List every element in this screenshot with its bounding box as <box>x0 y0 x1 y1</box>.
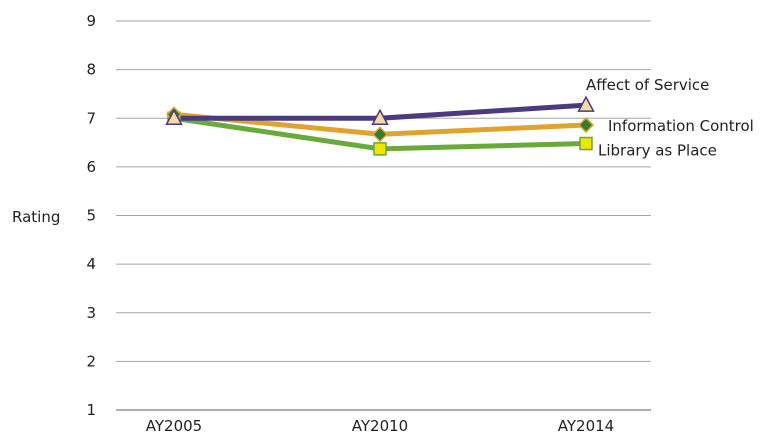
data-point-triangle <box>165 108 183 125</box>
y-tick-label: 9 <box>86 12 96 30</box>
series-labels: Affect of Service Information Control Libr… <box>586 76 754 159</box>
x-tick-label: AY2014 <box>558 417 614 435</box>
data-point-square <box>373 142 387 156</box>
y-tick-label: 7 <box>86 109 96 127</box>
y-axis-label: Rating <box>12 208 60 226</box>
x-tick-label: AY2010 <box>352 417 408 435</box>
series-markers <box>165 95 595 156</box>
y-tick-label: 4 <box>86 255 96 273</box>
data-point-square <box>579 136 593 151</box>
y-tick-label: 2 <box>86 352 96 370</box>
y-tick-label: 3 <box>86 304 96 322</box>
x-tick-label: AY2005 <box>146 417 202 435</box>
data-point-diamond <box>577 116 595 134</box>
x-tick-labels: AY2005 AY2010 AY2014 <box>146 417 614 435</box>
y-tick-label: 5 <box>86 207 96 225</box>
series-label: Information Control <box>608 117 754 135</box>
series-label: Library as Place <box>598 142 717 160</box>
y-tick-labels: 1 2 3 4 5 6 7 8 9 <box>86 12 96 419</box>
data-point-diamond <box>371 126 389 143</box>
y-tick-label: 6 <box>86 158 96 176</box>
y-tick-label: 8 <box>86 61 96 79</box>
data-point-triangle <box>371 108 389 125</box>
data-point-triangle <box>577 95 595 112</box>
series-label: Affect of Service <box>586 76 709 94</box>
y-tick-label: 1 <box>86 401 96 419</box>
gridlines <box>116 20 651 411</box>
